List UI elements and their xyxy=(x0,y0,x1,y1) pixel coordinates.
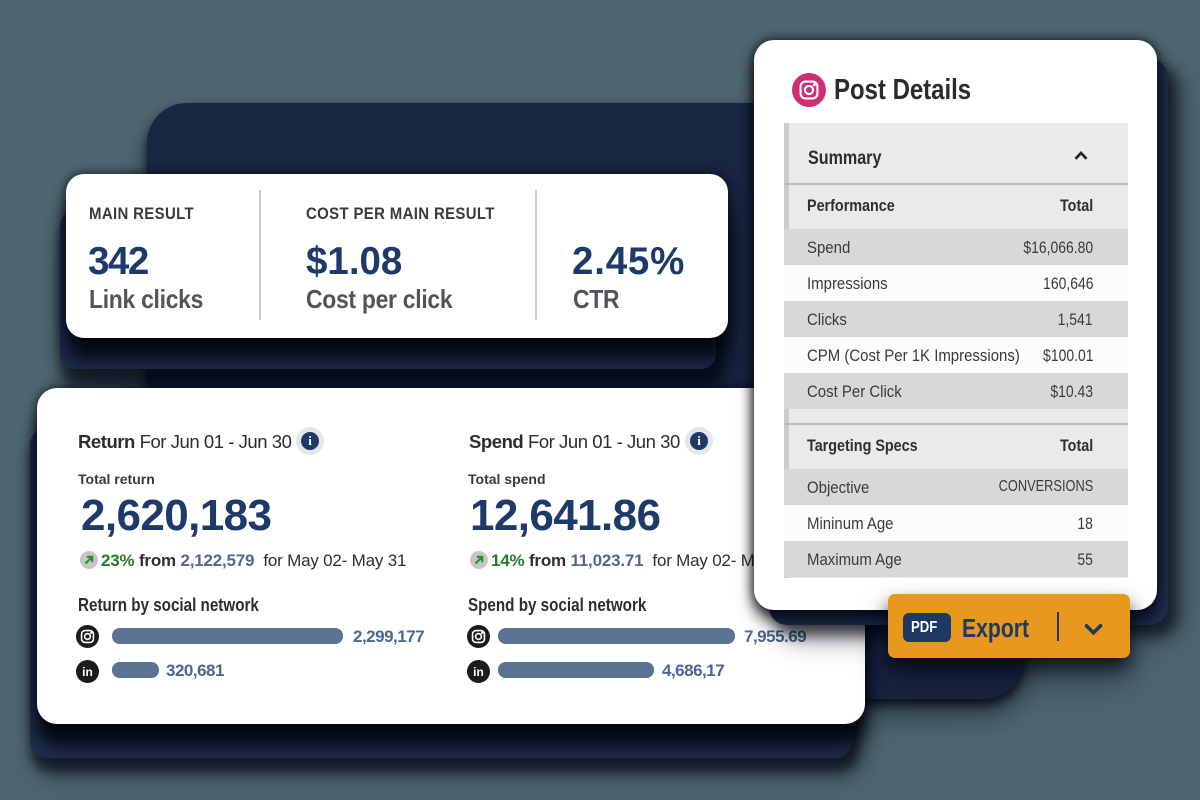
svg-text:in: in xyxy=(473,665,484,679)
svg-text:in: in xyxy=(82,665,93,679)
